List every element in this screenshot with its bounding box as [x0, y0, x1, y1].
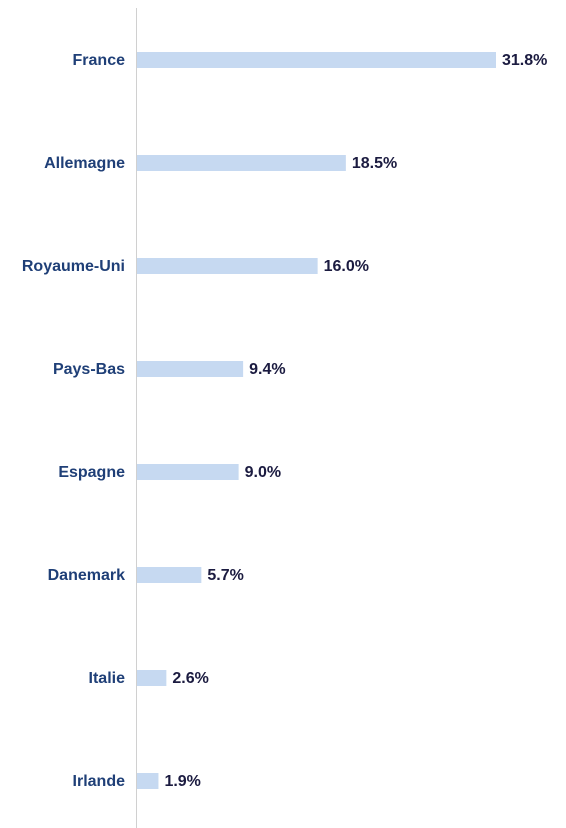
bar: [137, 567, 202, 583]
value-label: 5.7%: [207, 567, 243, 584]
category-label: Espagne: [58, 464, 125, 481]
category-label: Royaume-Uni: [22, 258, 125, 275]
bar: [137, 155, 346, 171]
value-label: 9.4%: [249, 361, 285, 378]
bar: [137, 258, 318, 274]
value-label: 16.0%: [324, 258, 369, 275]
value-label: 18.5%: [352, 155, 397, 172]
bar: [137, 670, 167, 686]
category-label: France: [73, 52, 126, 69]
category-label: Danemark: [48, 567, 125, 584]
value-label: 9.0%: [245, 464, 281, 481]
bar: [137, 464, 239, 480]
category-label: Allemagne: [44, 155, 125, 172]
bar: [137, 773, 159, 789]
bar: [137, 52, 497, 68]
category-label: Pays-Bas: [53, 361, 125, 378]
category-label: Irlande: [73, 773, 126, 790]
bar: [137, 361, 244, 377]
category-label: Italie: [89, 670, 126, 687]
value-label: 2.6%: [172, 670, 208, 687]
value-label: 1.9%: [164, 773, 200, 790]
value-label: 31.8%: [502, 52, 547, 69]
